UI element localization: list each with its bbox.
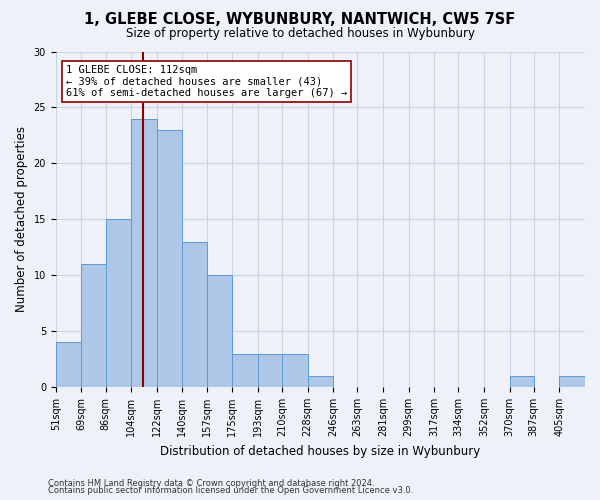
Bar [282,354,308,387]
Bar [182,242,206,387]
Y-axis label: Number of detached properties: Number of detached properties [15,126,28,312]
Bar [559,376,585,387]
Bar [106,220,131,387]
Bar [509,376,534,387]
Text: 1 GLEBE CLOSE: 112sqm
← 39% of detached houses are smaller (43)
61% of semi-deta: 1 GLEBE CLOSE: 112sqm ← 39% of detached … [66,65,347,98]
Bar [232,354,258,387]
Text: Contains HM Land Registry data © Crown copyright and database right 2024.: Contains HM Land Registry data © Crown c… [48,478,374,488]
X-axis label: Distribution of detached houses by size in Wybunbury: Distribution of detached houses by size … [160,444,481,458]
Bar [258,354,282,387]
Bar [157,130,182,387]
Text: Size of property relative to detached houses in Wybunbury: Size of property relative to detached ho… [125,28,475,40]
Bar [131,118,157,387]
Bar [82,264,106,387]
Text: 1, GLEBE CLOSE, WYBUNBURY, NANTWICH, CW5 7SF: 1, GLEBE CLOSE, WYBUNBURY, NANTWICH, CW5… [85,12,515,28]
Bar [56,342,82,387]
Text: Contains public sector information licensed under the Open Government Licence v3: Contains public sector information licen… [48,486,413,495]
Bar [206,275,232,387]
Bar [308,376,333,387]
